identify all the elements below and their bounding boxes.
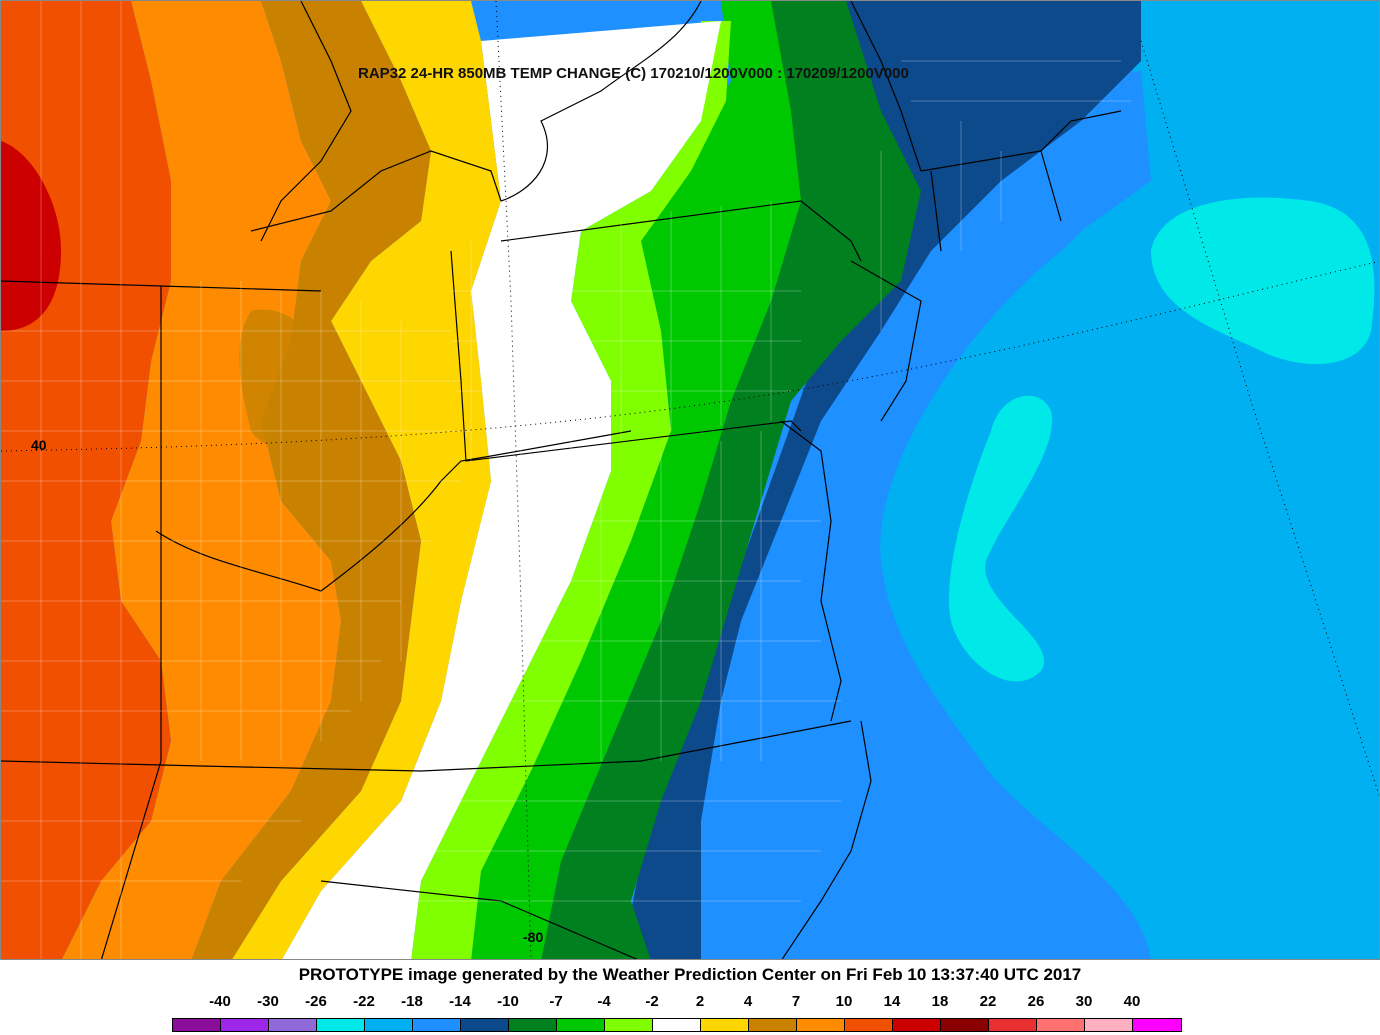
neutral-white-zone	[282, 21, 721, 959]
cyan-zone-se	[949, 395, 1053, 682]
legend-swatch	[701, 1019, 749, 1031]
legend-swatch	[605, 1019, 653, 1031]
legend-label: 4	[743, 993, 753, 1010]
latitude-label: 40	[31, 437, 47, 453]
dark-green-band	[541, 1, 921, 959]
coastal-blue-zone	[761, 71, 1151, 959]
legend-swatch	[1037, 1019, 1085, 1031]
legend-swatch	[221, 1019, 269, 1031]
credit-line: PROTOTYPE image generated by the Weather…	[298, 965, 1082, 984]
light-green-band	[411, 21, 731, 959]
tan-band	[191, 1, 431, 959]
legend-label: 14	[883, 993, 901, 1010]
legend-swatch	[173, 1019, 221, 1031]
legend-swatch	[845, 1019, 893, 1031]
legend-label: -30	[257, 993, 279, 1010]
longitude-label: -80	[523, 929, 544, 945]
legend-label: -18	[401, 993, 423, 1010]
legend-label: -26	[305, 993, 327, 1010]
legend-swatch	[797, 1019, 845, 1031]
legend-swatch	[365, 1019, 413, 1031]
legend-swatch	[893, 1019, 941, 1031]
graticule-lines	[1, 1, 1379, 959]
legend-swatch	[461, 1019, 509, 1031]
legend-swatch	[749, 1019, 797, 1031]
legend-swatch	[1085, 1019, 1133, 1031]
orange-band	[62, 1, 341, 959]
legend-label: 40	[1123, 993, 1141, 1010]
legend-swatch	[653, 1019, 701, 1031]
map-panel: RAP32 24-HR 850MB TEMP CHANGE (C) 170210…	[0, 0, 1380, 960]
navy-band	[621, 1, 1141, 959]
temperature-change-map	[1, 1, 1379, 959]
legend-swatch	[413, 1019, 461, 1031]
legend-label: 18	[931, 993, 949, 1010]
legend-label: -2	[645, 993, 659, 1010]
legend-label: -40	[209, 993, 231, 1010]
legend-swatch	[317, 1019, 365, 1031]
deep-red-zone	[1, 141, 61, 331]
legend-swatch	[557, 1019, 605, 1031]
legend-swatch	[941, 1019, 989, 1031]
legend-label: 7	[791, 993, 801, 1010]
legend-label: 26	[1027, 993, 1045, 1010]
legend-label: -7	[549, 993, 563, 1010]
green-band	[471, 1, 801, 959]
legend-label: 22	[979, 993, 997, 1010]
legend-label: 2	[695, 993, 705, 1010]
legend-label: -22	[353, 993, 375, 1010]
legend-swatch	[269, 1019, 317, 1031]
legend-swatch	[509, 1019, 557, 1031]
yellow-band	[232, 1, 501, 959]
map-title: RAP32 24-HR 850MB TEMP CHANGE (C) 170210…	[358, 65, 909, 82]
legend-label: 30	[1075, 993, 1093, 1010]
county-lines	[1, 1, 1131, 959]
cyan-zone-ne	[1151, 197, 1375, 365]
legend-color-bar	[172, 1018, 1182, 1032]
legend-label: 10	[835, 993, 853, 1010]
legend-label: -10	[497, 993, 519, 1010]
legend-labels: -40 -30 -26 -22 -18 -14 -10 -7 -4 -2 2 4 7 10 14 18 22 26…	[0, 993, 1380, 1015]
legend-swatch	[989, 1019, 1037, 1031]
legend-swatch	[1133, 1019, 1181, 1031]
legend-label: -14	[449, 993, 471, 1010]
legend-label: -4	[597, 993, 611, 1010]
